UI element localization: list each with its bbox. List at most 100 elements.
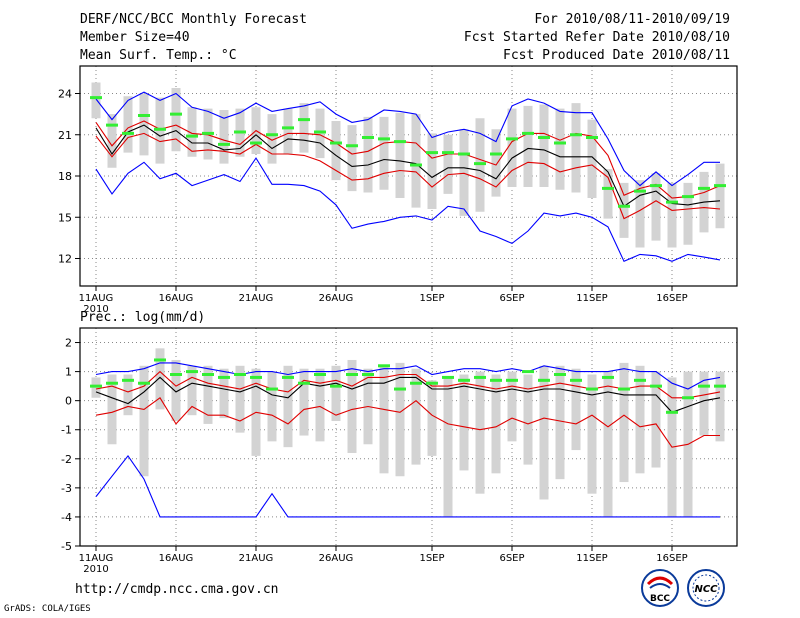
prec-xtick-label: 21AUG (239, 553, 274, 564)
temp-ytick-label: 21 (58, 129, 72, 142)
forecast-range: For 2010/08/11-2010/09/19 (534, 12, 730, 27)
temp-spread-box (267, 114, 277, 164)
prec-spread-box (507, 371, 517, 442)
prec-spread-box (107, 374, 117, 445)
prec-spread-box (203, 365, 213, 424)
prec-spread-box (155, 348, 165, 410)
prec-spread-box (443, 377, 453, 517)
prec-xtick-label: 16SEP (656, 553, 687, 564)
produced-date: Fcst Produced Date 2010/08/11 (503, 48, 730, 63)
prec-ytick-label: 2 (65, 337, 72, 350)
temp-spread-box (603, 169, 613, 219)
temp-spread-box (635, 180, 645, 248)
temp-spread-box (539, 104, 549, 187)
prec-xtick-label: 1SEP (419, 553, 444, 564)
prec-ytick-label: -2 (61, 453, 72, 466)
prec-ytick-label: -5 (61, 540, 72, 553)
prec-spread-box (699, 371, 709, 436)
prec-ytick-label: -1 (61, 424, 72, 437)
temp-upper-spread-line (95, 120, 721, 199)
temp-xtick-label: 11AUG (79, 293, 114, 304)
prec-max-line (95, 362, 721, 390)
prec-spread-box (411, 368, 421, 465)
prec-spread-box (555, 365, 565, 480)
temp-spread-box (139, 93, 149, 156)
prec-xtick-label: 6SEP (499, 553, 524, 564)
temp-xtick-label: 11SEP (576, 293, 607, 304)
temp-ytick-label: 12 (58, 253, 72, 266)
temp-spread-box (107, 114, 117, 168)
temp-xtick-label: 16SEP (656, 293, 687, 304)
prec-spread-box (379, 365, 389, 474)
temp-spread-box (587, 119, 597, 198)
prec-spread-box (187, 365, 197, 416)
prec-spread-box (347, 359, 357, 453)
prec-spread-box (491, 374, 501, 474)
prec-spread-box (139, 365, 149, 477)
prec-xtick-label: 11SEP (576, 553, 607, 564)
temp-xtick-label: 21AUG (239, 293, 274, 304)
temp-xtick-label: 16AUG (159, 293, 194, 304)
temp-spread-box (219, 110, 229, 164)
member-size: Member Size=40 (80, 30, 190, 45)
temp-spread-box (571, 103, 581, 193)
temp-spread-box (347, 125, 357, 192)
temp-spread-box (523, 105, 533, 187)
prec-spread-box (267, 371, 277, 442)
prec-spread-box (523, 374, 533, 465)
prec-spread-box (571, 368, 581, 451)
temp-spread-box (619, 182, 629, 238)
prec-spread-box (587, 374, 597, 494)
temp-spread-box (507, 108, 517, 187)
prec-spread-box (171, 359, 181, 422)
temp-spread-box (299, 103, 309, 153)
temp-spread-box (459, 129, 469, 216)
temp-spread-box (331, 121, 341, 181)
temp-spread-box (123, 96, 133, 153)
prec-spread-box (331, 365, 341, 422)
prec-spread-box (475, 371, 485, 494)
variable-label: Mean Surf. Temp.: °C (80, 48, 237, 63)
temp-spread-box (667, 182, 677, 248)
temp-min-line (95, 91, 720, 187)
temp-spread-box (715, 163, 725, 229)
footer-url[interactable]: http://cmdp.ncc.cma.gov.cn (75, 582, 279, 597)
prec-panel-title: Prec.: log(mm/d) (80, 310, 206, 325)
temp-spread-box (411, 114, 421, 208)
bcc-logo-icon: BCC (641, 569, 679, 607)
started-date: Fcst Started Refer Date 2010/08/10 (463, 30, 730, 45)
prec-spread-box (651, 371, 661, 468)
prec-ytick-label: -3 (61, 482, 72, 495)
temp-spread-box (171, 88, 181, 152)
ncc-logo-text: NCC (694, 584, 718, 595)
prec-spread-box (635, 365, 645, 474)
prec-xtick-label: 26AUG (319, 553, 354, 564)
temp-spread-box (395, 112, 405, 198)
prec-min-line (95, 454, 720, 518)
grads-credit: GrADS: COLA/IGES (4, 604, 91, 614)
temp-xtick-label: 6SEP (499, 293, 524, 304)
prec-spread-box (619, 362, 629, 483)
temp-spread-box (91, 82, 101, 119)
prec-mean-line (95, 376, 721, 413)
chart-title: DERF/NCC/BCC Monthly Forecast (80, 12, 307, 27)
temp-max-line (95, 157, 721, 263)
prec-ytick-label: -4 (61, 511, 72, 524)
temp-spread-box (363, 116, 373, 193)
logos: BCC NCC (641, 569, 725, 607)
temp-spread-box (491, 129, 501, 197)
temp-mean-line (95, 124, 721, 208)
temp-xtick-sublabel: 2010 (83, 304, 108, 315)
temp-spread-box (379, 116, 389, 190)
temp-lower-spread-line (95, 132, 721, 220)
prec-lower-spread-line (95, 397, 720, 448)
prec-plot-frame (79, 327, 738, 547)
temp-ytick-label: 18 (58, 170, 72, 183)
prec-spread-box (603, 371, 613, 517)
temp-spread-box (283, 108, 293, 154)
temp-ytick-label: 15 (58, 211, 72, 224)
prec-spread-box (283, 365, 293, 448)
prec-spread-box (235, 365, 245, 433)
